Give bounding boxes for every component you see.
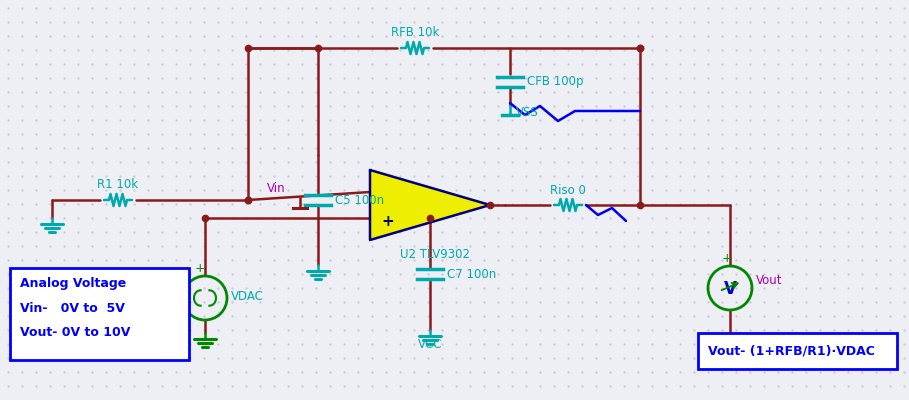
Polygon shape <box>370 170 490 240</box>
Text: VCC: VCC <box>418 338 443 351</box>
Text: VDAC: VDAC <box>231 290 264 302</box>
Text: C5 100n: C5 100n <box>335 194 385 206</box>
Text: C7 100n: C7 100n <box>447 268 496 280</box>
Text: Analog Voltage: Analog Voltage <box>20 278 126 290</box>
Text: Vin: Vin <box>266 182 285 194</box>
Text: Vout- 0V to 10V: Vout- 0V to 10V <box>20 326 130 338</box>
Text: VSS: VSS <box>516 106 539 118</box>
Text: V: V <box>724 280 736 298</box>
Text: +: + <box>195 262 205 276</box>
Text: U2 TLV9302: U2 TLV9302 <box>400 248 470 260</box>
FancyBboxPatch shape <box>698 333 897 369</box>
Text: Riso 0: Riso 0 <box>550 184 586 196</box>
Text: Vin-   0V to  5V: Vin- 0V to 5V <box>20 302 125 314</box>
Text: +: + <box>722 252 733 264</box>
Text: Vout: Vout <box>756 274 783 286</box>
Text: R1 10k: R1 10k <box>97 178 138 192</box>
Text: Vout- (1+RFB/R1)·VDAC: Vout- (1+RFB/R1)·VDAC <box>708 344 874 358</box>
Text: RFB 10k: RFB 10k <box>391 26 439 40</box>
Text: CFB 100p: CFB 100p <box>527 76 584 88</box>
FancyBboxPatch shape <box>10 268 189 360</box>
Text: +: + <box>382 214 395 228</box>
